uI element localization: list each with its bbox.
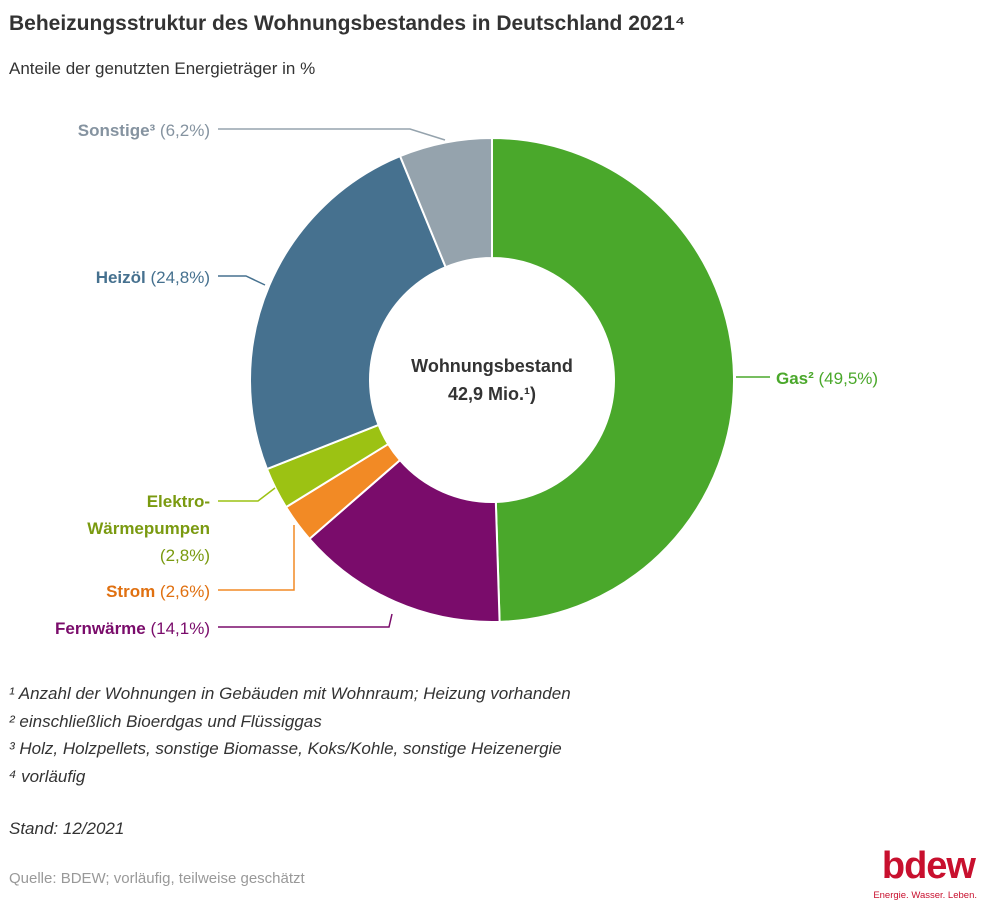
leader-heizöl xyxy=(218,275,266,286)
label-heizöl-name: Heizöl xyxy=(96,268,146,287)
label-strom: Strom (2,6%) xyxy=(106,582,210,601)
center-label-line2: 42,9 Mio.¹) xyxy=(448,384,536,404)
label-gas-name: Gas² xyxy=(776,369,814,388)
footnote-3: ³ Holz, Holzpellets, sonstige Biomasse, … xyxy=(9,739,562,758)
donut-chart: Gas² (49,5%) Fernwärme (14,1%) Strom (2,6%… xyxy=(55,121,878,638)
footnotes: ¹ Anzahl der Wohnungen in Gebäuden mit W… xyxy=(9,680,571,790)
leader-strom xyxy=(218,525,295,591)
leader-sonstige xyxy=(218,128,446,141)
leader-elektro-wärmepumpen xyxy=(218,487,276,502)
stand-date: Stand: 12/2021 xyxy=(9,819,125,838)
slice-gas xyxy=(491,136,735,623)
label-sonstige: Sonstige³ (6,2%) xyxy=(78,121,210,140)
label-heizöl: Heizöl (24,8%) xyxy=(96,268,210,287)
label-sonstige-name: Sonstige³ xyxy=(78,121,156,140)
label-fernwärme-value: (14,1%) xyxy=(146,619,210,638)
chart-title: Beheizungsstruktur des Wohnungsbestandes… xyxy=(9,12,686,35)
label-heizöl-value: (24,8%) xyxy=(146,268,210,287)
label-fernwärme: Fernwärme (14,1%) xyxy=(55,619,210,638)
label-gas: Gas² (49,5%) xyxy=(776,369,878,388)
leader-fernwärme xyxy=(218,613,393,628)
chart-subtitle: Anteile der genutzten Energieträger in % xyxy=(9,59,316,78)
label-strom-value: (2,6%) xyxy=(155,582,210,601)
label-elektro-wärmepumpen-name-line1: Elektro- xyxy=(147,492,210,511)
label-elektro-wärmepumpen-value: (2,8%) xyxy=(160,546,210,565)
label-gas-value: (49,5%) xyxy=(814,369,878,388)
footnote-1: ¹ Anzahl der Wohnungen in Gebäuden mit W… xyxy=(9,684,571,703)
slice-sonstige xyxy=(398,136,493,269)
bdew-logo: bdew Energie. Wasser. Leben. xyxy=(873,845,981,905)
label-sonstige-value: (6,2%) xyxy=(155,121,210,140)
label-fernwärme-name: Fernwärme xyxy=(55,619,146,638)
slice-heizöl xyxy=(249,154,447,471)
label-strom-name: Strom xyxy=(106,582,155,601)
slice-fernwärme xyxy=(308,458,501,623)
logo-wordmark: bdew xyxy=(881,845,976,887)
label-elektro-wärmepumpen-name-line2: Wärmepumpen xyxy=(87,519,210,538)
logo-tagline: Energie. Wasser. Leben. xyxy=(873,890,977,901)
center-label-line1: Wohnungsbestand xyxy=(411,356,573,376)
footnote-4: ⁴ vorläufig xyxy=(9,766,86,786)
source-note: Quelle: BDEW; vorläufig, teilweise gesch… xyxy=(9,870,305,887)
footnote-2: ² einschließlich Bioerdgas und Flüssigga… xyxy=(9,711,322,731)
